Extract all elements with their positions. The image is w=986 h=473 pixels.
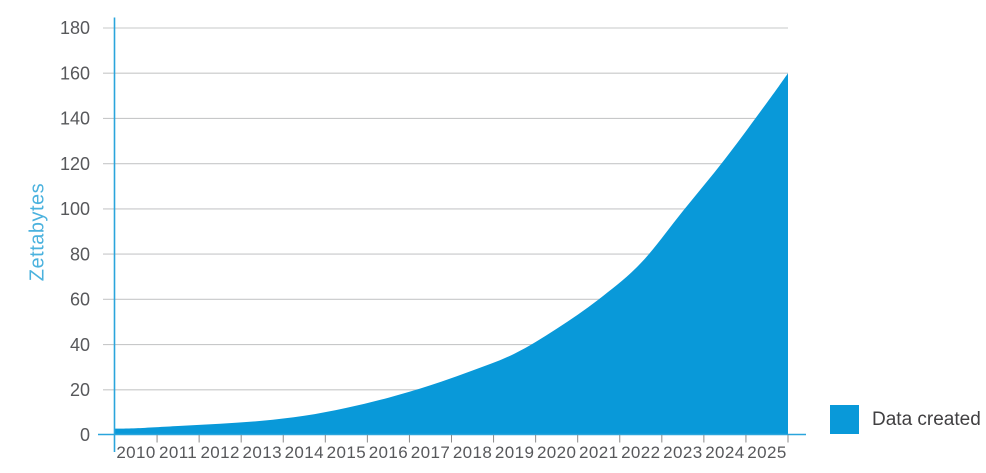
x-tick-label: 2025 <box>747 443 786 462</box>
x-tick-label: 2023 <box>663 443 702 462</box>
y-tick-label: 40 <box>70 335 90 355</box>
x-tick-label: 2022 <box>621 443 660 462</box>
x-tick-label: 2016 <box>369 443 408 462</box>
legend-swatch-data-created <box>830 405 859 434</box>
y-tick-label: 160 <box>60 63 90 83</box>
y-tick-label: 0 <box>80 425 90 445</box>
y-tick-label: 60 <box>70 290 90 310</box>
x-tick-label: 2020 <box>537 443 576 462</box>
x-tick-label: 2015 <box>327 443 366 462</box>
x-tick-label: 2010 <box>116 443 155 462</box>
x-tick-label: 2013 <box>243 443 282 462</box>
x-tick-label: 2019 <box>495 443 534 462</box>
x-tick-label: 2011 <box>159 443 197 462</box>
y-tick-label: 140 <box>60 109 90 129</box>
legend: Data created <box>830 405 981 434</box>
y-tick-label: 120 <box>60 154 90 174</box>
y-tick-label: 20 <box>70 380 90 400</box>
y-tick-label: 80 <box>70 244 90 264</box>
y-tick-label: 180 <box>60 18 90 38</box>
x-tick-label: 2021 <box>579 443 618 462</box>
x-tick-label: 2014 <box>285 443 324 462</box>
y-tick-label: 100 <box>60 199 90 219</box>
data-created-area <box>115 73 788 435</box>
x-tick-label: 2024 <box>705 443 744 462</box>
x-tick-label: 2012 <box>200 443 239 462</box>
legend-label: Data created <box>872 409 981 430</box>
x-tick-label: 2018 <box>453 443 492 462</box>
x-tick-label: 2017 <box>411 443 450 462</box>
